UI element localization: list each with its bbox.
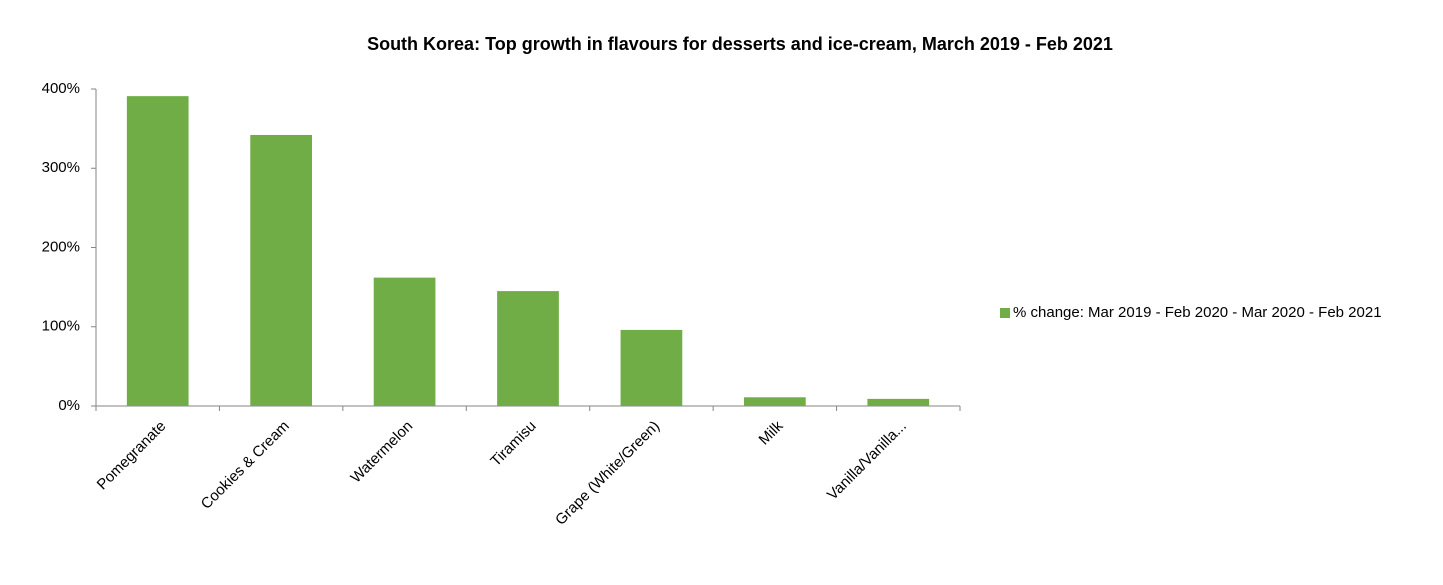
x-tick-label: Milk <box>756 417 787 448</box>
x-tick-label: Tiramisu <box>487 418 539 470</box>
y-tick-label: 200% <box>42 238 80 255</box>
x-tick-label: Pomegranate <box>94 418 170 494</box>
bar <box>620 329 683 406</box>
legend-label: % change: Mar 2019 - Feb 2020 - Mar 2020… <box>1013 304 1382 321</box>
bar <box>497 291 559 406</box>
y-tick-label: 0% <box>58 397 80 414</box>
bar <box>250 134 312 406</box>
chart-title: South Korea: Top growth in flavours for … <box>367 34 1113 54</box>
bar <box>867 398 930 406</box>
bar <box>373 277 436 406</box>
bar <box>126 96 189 406</box>
y-tick-label: 400% <box>42 80 80 97</box>
x-tick-label: Grape (White/Green) <box>552 418 663 529</box>
x-tick-label: Cookies & Cream <box>198 418 293 513</box>
y-tick-label: 300% <box>42 159 80 176</box>
legend: % change: Mar 2019 - Feb 2020 - Mar 2020… <box>1000 302 1440 323</box>
legend-swatch <box>1000 308 1010 318</box>
x-tick-label: Vanilla/Vanilla... <box>824 418 910 504</box>
bar <box>744 397 806 406</box>
x-tick-label: Watermelon <box>347 418 416 487</box>
y-tick-label: 100% <box>42 318 80 335</box>
